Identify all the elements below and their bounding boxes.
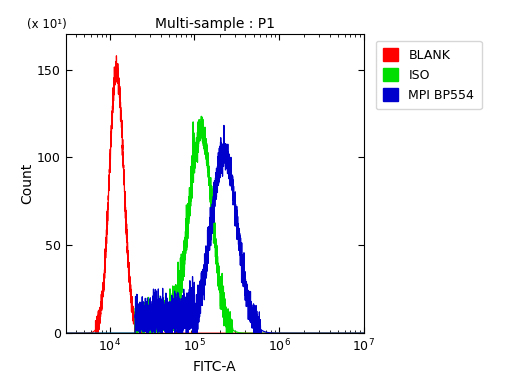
Legend: BLANK, ISO, MPI BP554: BLANK, ISO, MPI BP554 [376, 41, 482, 109]
Y-axis label: Count: Count [20, 163, 34, 205]
Text: (x 10¹): (x 10¹) [27, 18, 67, 31]
X-axis label: FITC-A: FITC-A [193, 360, 236, 374]
Title: Multi-sample : P1: Multi-sample : P1 [155, 16, 275, 31]
